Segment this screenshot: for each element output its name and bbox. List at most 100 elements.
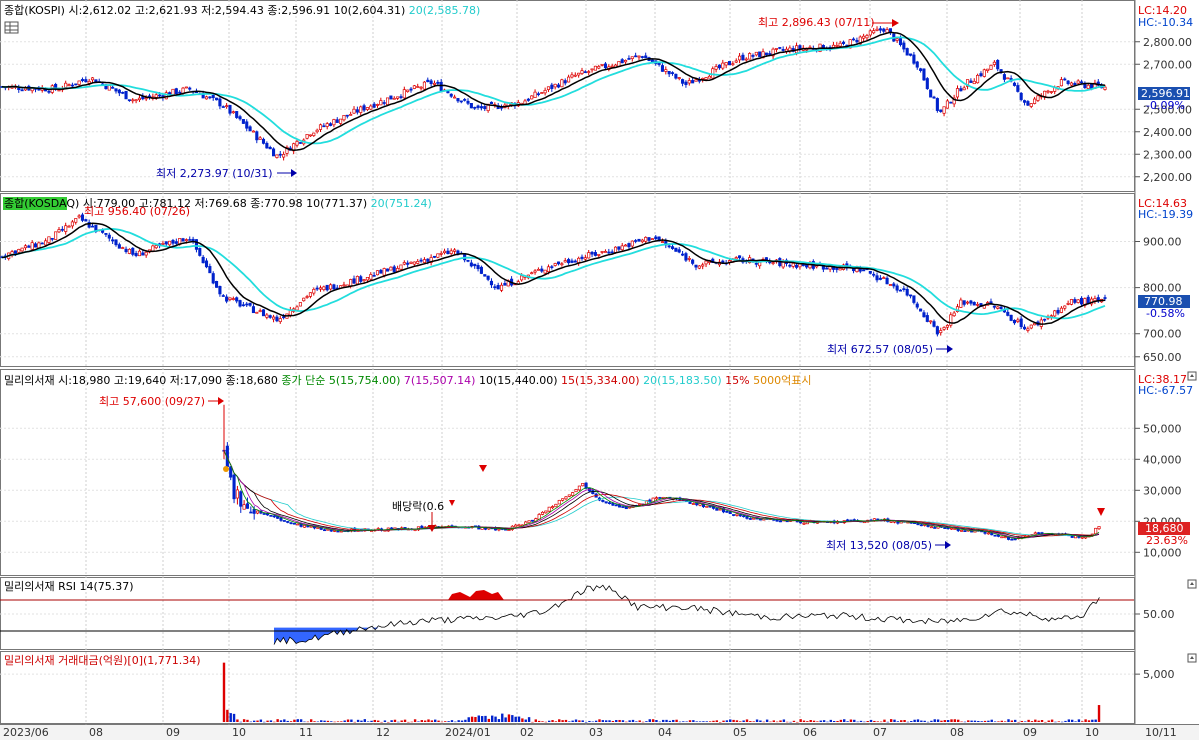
stock-change: 23.63% <box>1146 534 1188 547</box>
value-bar <box>450 720 454 722</box>
candle-body <box>704 260 708 265</box>
candle-body <box>315 287 319 290</box>
candle-body <box>691 259 695 264</box>
candle-body <box>124 248 128 253</box>
rsi-pane-header[interactable]: 밀리의서재 RSI 14(75.37) <box>4 580 134 593</box>
candle-body <box>215 281 219 288</box>
value-bar <box>541 721 544 722</box>
value-bar <box>792 720 796 722</box>
candle-body <box>925 78 929 89</box>
value-bar <box>1030 721 1034 722</box>
pane-close-icon[interactable] <box>1187 653 1197 663</box>
value-bar <box>232 713 236 722</box>
candle-body <box>882 28 886 32</box>
value-bar <box>812 720 816 722</box>
candle-body <box>624 244 628 247</box>
value-bar <box>970 720 973 722</box>
value-bar <box>343 720 346 722</box>
value-bar <box>320 720 323 722</box>
value-bar <box>306 721 310 723</box>
candle-body <box>543 89 547 94</box>
candle-body <box>261 309 266 317</box>
candle-body <box>764 52 768 56</box>
candle-body <box>969 80 973 83</box>
value-bar <box>611 720 615 722</box>
candle-body <box>476 105 480 108</box>
kosdaq-pane-header[interactable]: 종합(KOSDAQ) 시:779.00 고:781.12 저:769.68 종:… <box>4 197 432 210</box>
value-bar <box>1044 721 1047 723</box>
candle-body <box>527 520 531 523</box>
candle-body <box>898 38 903 46</box>
candle-body <box>208 266 212 274</box>
candle-body <box>215 97 219 101</box>
candle-body <box>577 72 581 76</box>
kosdaq-change: -0.58% <box>1146 307 1185 320</box>
candle-body <box>567 76 571 83</box>
candle-body <box>725 510 729 513</box>
stock-lc: LC:38.17 <box>1138 373 1187 386</box>
candle-body <box>1096 297 1100 301</box>
kospi-pane-header[interactable]: 종합(KOSPI) 시:2,612.02 고:2,621.93 저:2,594.… <box>4 4 480 17</box>
candle-body <box>1029 324 1033 329</box>
value-bar <box>350 719 353 722</box>
value-bar <box>289 721 293 722</box>
value-bar <box>497 719 501 722</box>
candle-body <box>1016 85 1020 92</box>
candle-body <box>326 528 330 531</box>
value-bar <box>1014 719 1017 722</box>
candle-body <box>694 79 698 82</box>
candle-body <box>228 104 232 114</box>
value-bar <box>809 720 812 722</box>
candle-body <box>279 517 283 521</box>
kosdaq-low-marker: 최저 672.57 (08/05) <box>827 343 953 356</box>
candle-body <box>208 96 212 99</box>
value-bar <box>296 719 299 722</box>
time-axis-label: 11 <box>299 726 313 739</box>
axis-tick-label: 800.00 <box>1143 282 1182 295</box>
right-axis: 2,800.00 2,700.00 2,500.00 2,400.00 2,300.00… <box>1134 0 1199 724</box>
candle-body <box>620 245 624 251</box>
candle-body <box>385 97 390 106</box>
pane-close-icon[interactable] <box>1187 579 1197 589</box>
value-bar <box>393 719 397 722</box>
candle-body <box>895 285 899 291</box>
value-bar <box>604 720 608 722</box>
candle-body <box>634 55 638 58</box>
stock-pane-header[interactable]: 밀리의서재 시:18,980 고:19,640 저:17,090 종:18,68… <box>4 374 811 387</box>
value-bar <box>779 720 782 722</box>
candle-body <box>272 148 276 157</box>
candle-body <box>868 30 872 36</box>
candle-body <box>57 89 61 92</box>
candle-body <box>942 106 946 114</box>
value-bar <box>323 720 326 722</box>
candle-body <box>302 297 306 302</box>
candle-body <box>570 74 574 78</box>
value-bar <box>1054 721 1057 723</box>
time-axis: 2023/06 08 09 10 11 12 2024/01 02 03 04 05 06 07 08 09… <box>3 726 1099 739</box>
candle-body <box>621 506 625 508</box>
candle-body <box>533 270 537 273</box>
value-bar <box>802 720 806 722</box>
candle-body <box>610 251 614 254</box>
value-pane-header[interactable]: 밀리의서재 거래대금(억원)[0](1,771.34) <box>4 654 201 667</box>
candle-body <box>634 240 638 242</box>
candle-body <box>419 259 423 262</box>
value-bar <box>621 720 625 722</box>
value-bar <box>561 720 564 722</box>
value-bar <box>913 719 916 722</box>
candle-body <box>473 263 477 267</box>
down-arrow-icon <box>449 465 1105 516</box>
candle-body <box>875 28 879 31</box>
candle-body <box>614 504 618 507</box>
candle-body <box>436 253 440 258</box>
candle-body <box>1019 92 1023 100</box>
candle-body <box>674 73 678 79</box>
value-bar <box>1050 719 1054 722</box>
candle-body <box>265 142 269 149</box>
candle-body <box>1080 536 1084 539</box>
table-view-icon[interactable] <box>4 21 19 34</box>
header-segment: 밀리의서재 거래대금(억원)[0](1,771.34) <box>4 654 201 667</box>
candle-body <box>1039 319 1043 327</box>
pane-close-icon[interactable] <box>1187 371 1197 381</box>
